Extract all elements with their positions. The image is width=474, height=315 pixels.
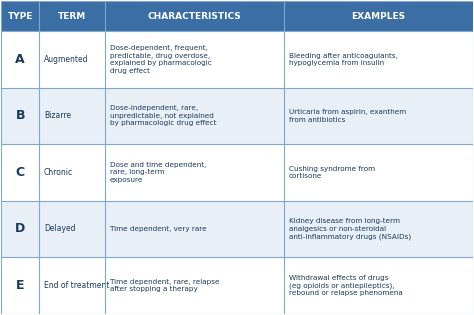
- Text: Bizarre: Bizarre: [44, 111, 71, 120]
- Text: End of treatment: End of treatment: [44, 281, 109, 290]
- Text: TERM: TERM: [58, 12, 86, 21]
- Text: Augmented: Augmented: [44, 55, 88, 64]
- Bar: [1, 1, 473, 31]
- Bar: [1, 201, 473, 257]
- Text: EXAMPLES: EXAMPLES: [351, 12, 405, 21]
- Text: Urticaria from aspirin, exanthem
from antibiotics: Urticaria from aspirin, exanthem from an…: [289, 109, 406, 123]
- Text: TYPE: TYPE: [8, 12, 33, 21]
- Text: Dose and time dependent,
rare, long-term
exposure: Dose and time dependent, rare, long-term…: [110, 162, 206, 183]
- Text: Time dependent, very rare: Time dependent, very rare: [110, 226, 206, 232]
- Text: A: A: [16, 53, 25, 66]
- Text: Withdrawal effects of drugs
(eg opioids or antiepileptics),
rebound or relapse p: Withdrawal effects of drugs (eg opioids …: [289, 275, 402, 296]
- Text: CHARACTERISTICS: CHARACTERISTICS: [148, 12, 241, 21]
- Text: E: E: [16, 279, 25, 292]
- Bar: [1, 31, 473, 88]
- Bar: [1, 144, 473, 201]
- Bar: [1, 88, 473, 144]
- Text: Delayed: Delayed: [44, 224, 75, 233]
- Text: Dose-independent, rare,
unpredictable, not explained
by pharmacologic drug effec: Dose-independent, rare, unpredictable, n…: [110, 105, 216, 126]
- Bar: [1, 257, 473, 314]
- Text: B: B: [16, 109, 25, 122]
- Text: Bleeding after anticoagulants,
hypoglycemia from insulin: Bleeding after anticoagulants, hypoglyce…: [289, 53, 398, 66]
- Text: Kidney disease from long-term
analgesics or non-steroidal
anti-inflammatory drug: Kidney disease from long-term analgesics…: [289, 218, 411, 240]
- Text: Chronic: Chronic: [44, 168, 73, 177]
- Text: Cushing syndrome from
cortisone: Cushing syndrome from cortisone: [289, 166, 375, 179]
- Text: Time dependent, rare, relapse
after stopping a therapy: Time dependent, rare, relapse after stop…: [110, 278, 219, 292]
- Text: Dose-dependent, frequent,
predictable, drug overdose,
explained by pharmacologic: Dose-dependent, frequent, predictable, d…: [110, 45, 211, 74]
- Text: D: D: [15, 222, 26, 235]
- Text: C: C: [16, 166, 25, 179]
